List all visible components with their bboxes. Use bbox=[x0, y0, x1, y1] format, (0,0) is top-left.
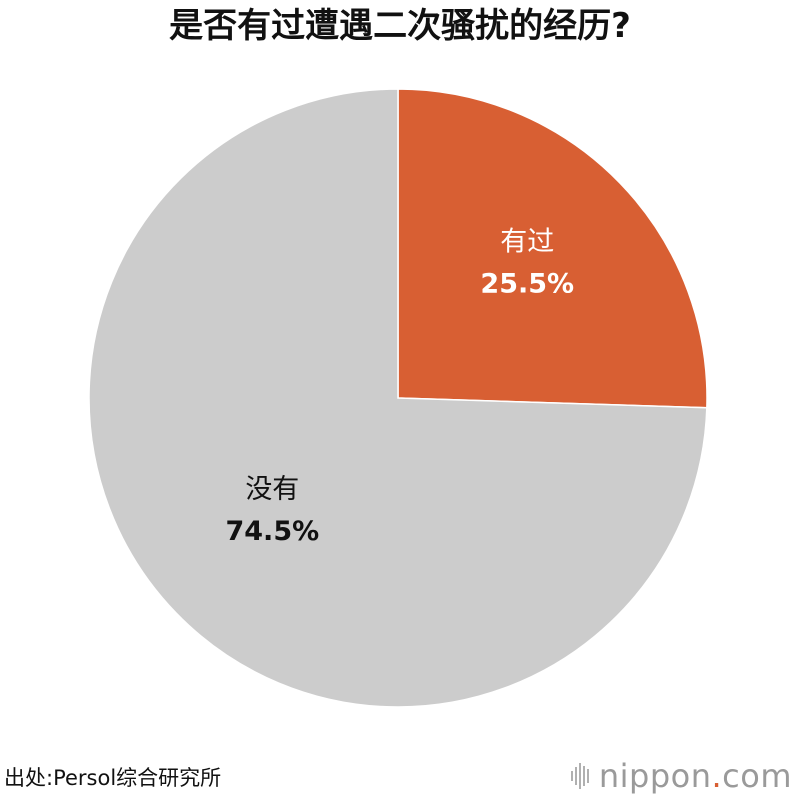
slice-label-no: 没有 bbox=[245, 474, 299, 505]
pie-slice-no bbox=[88, 88, 708, 708]
chart-title: 是否有过遭遇二次骚扰的经历? bbox=[169, 6, 631, 46]
brand-dot: . bbox=[711, 757, 723, 795]
nippon-logo[interactable]: nippon.com bbox=[570, 757, 792, 795]
pie-labels: 有过 25.5% 没有 74.5% bbox=[225, 227, 574, 547]
pie-slices bbox=[88, 88, 708, 708]
sound-bars-icon bbox=[570, 763, 589, 789]
pie-chart: 有过 25.5% 没有 74.5% bbox=[88, 88, 708, 708]
source-note: 出处:Persol综合研究所 bbox=[4, 766, 222, 790]
brand-suffix: com bbox=[722, 757, 792, 795]
slice-value-yes: 25.5% bbox=[480, 269, 574, 300]
brand-name: nippon bbox=[598, 757, 712, 795]
slice-value-no: 74.5% bbox=[225, 516, 319, 547]
brand-text: nippon.com bbox=[599, 757, 792, 795]
slice-label-yes: 有过 bbox=[500, 227, 554, 258]
pie-slice-yes bbox=[397, 88, 708, 409]
